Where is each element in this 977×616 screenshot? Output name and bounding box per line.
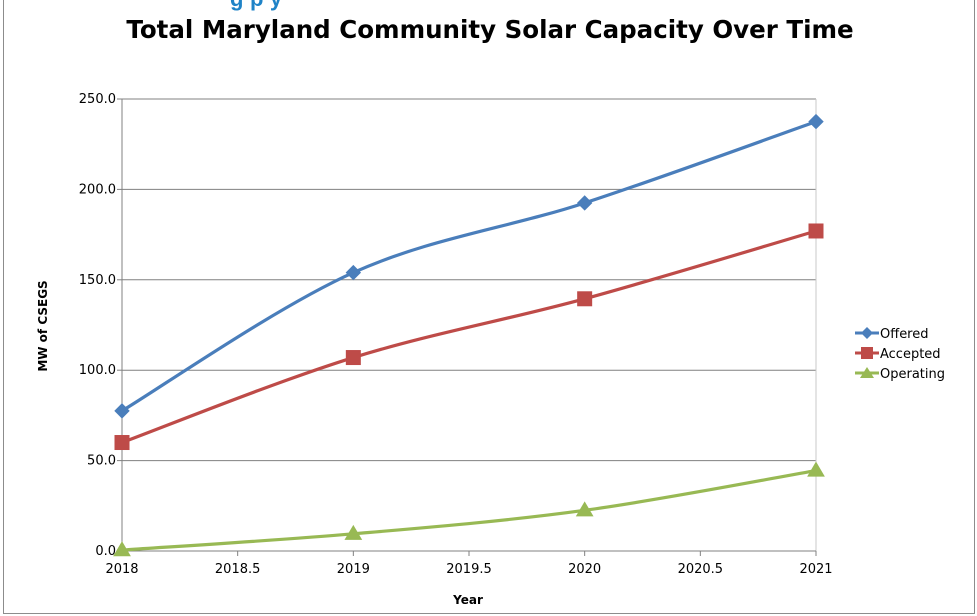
data-point-accepted xyxy=(577,291,593,307)
y-axis-title: MW of CSEGS xyxy=(36,280,50,371)
data-point-accepted xyxy=(345,350,361,366)
series-line-offered xyxy=(121,120,817,413)
data-point-operating xyxy=(344,524,363,540)
y-tick-label: 250.0 xyxy=(79,92,116,107)
y-tick-label: 0.0 xyxy=(95,544,116,559)
series-line-accepted xyxy=(121,229,817,445)
grid-layer xyxy=(122,98,817,551)
legend-label-offered: Offered xyxy=(880,327,929,342)
data-point-accepted xyxy=(114,435,130,451)
data-point-offered xyxy=(345,264,362,281)
data-point-operating xyxy=(807,461,825,477)
x-axis-title: Year xyxy=(452,593,483,607)
data-point-offered xyxy=(114,403,130,419)
legend-marker-operating xyxy=(860,367,874,378)
x-tick-label: 2018 xyxy=(105,562,138,577)
x-tick-label: 2019 xyxy=(337,562,370,577)
cutoff-heading: g p y xyxy=(230,0,282,12)
series-layer xyxy=(113,113,825,557)
x-tick-label: 2018.5 xyxy=(215,562,261,577)
data-point-operating xyxy=(575,501,594,517)
legend-label-accepted: Accepted xyxy=(880,347,941,362)
x-tick-label: 2019.5 xyxy=(446,562,492,577)
y-tick-label: 200.0 xyxy=(79,182,116,197)
series-line-operating xyxy=(121,468,817,552)
y-tick-label: 150.0 xyxy=(79,273,116,288)
data-point-operating xyxy=(113,541,131,557)
legend-marker-offered xyxy=(861,327,873,339)
y-tick-label: 50.0 xyxy=(87,454,116,469)
x-tick-label: 2020 xyxy=(568,562,601,577)
data-point-offered xyxy=(576,195,593,211)
axes-layer: 0.0 50.0 100.0 150.0 200.0 250.0 2018 2018.5 201… xyxy=(79,92,833,577)
x-tick-label: 2021 xyxy=(799,562,832,577)
chart-title: Total Maryland Community Solar Capacity … xyxy=(126,15,854,44)
x-tick-label: 2020.5 xyxy=(678,562,724,577)
data-point-accepted xyxy=(808,223,824,239)
data-point-offered xyxy=(808,113,824,130)
chart-frame xyxy=(3,0,975,614)
y-tick-label: 100.0 xyxy=(79,363,116,378)
legend-marker-accepted xyxy=(861,347,873,359)
legend-label-operating: Operating xyxy=(880,367,945,382)
legend: Offered Accepted Operating xyxy=(855,327,945,382)
